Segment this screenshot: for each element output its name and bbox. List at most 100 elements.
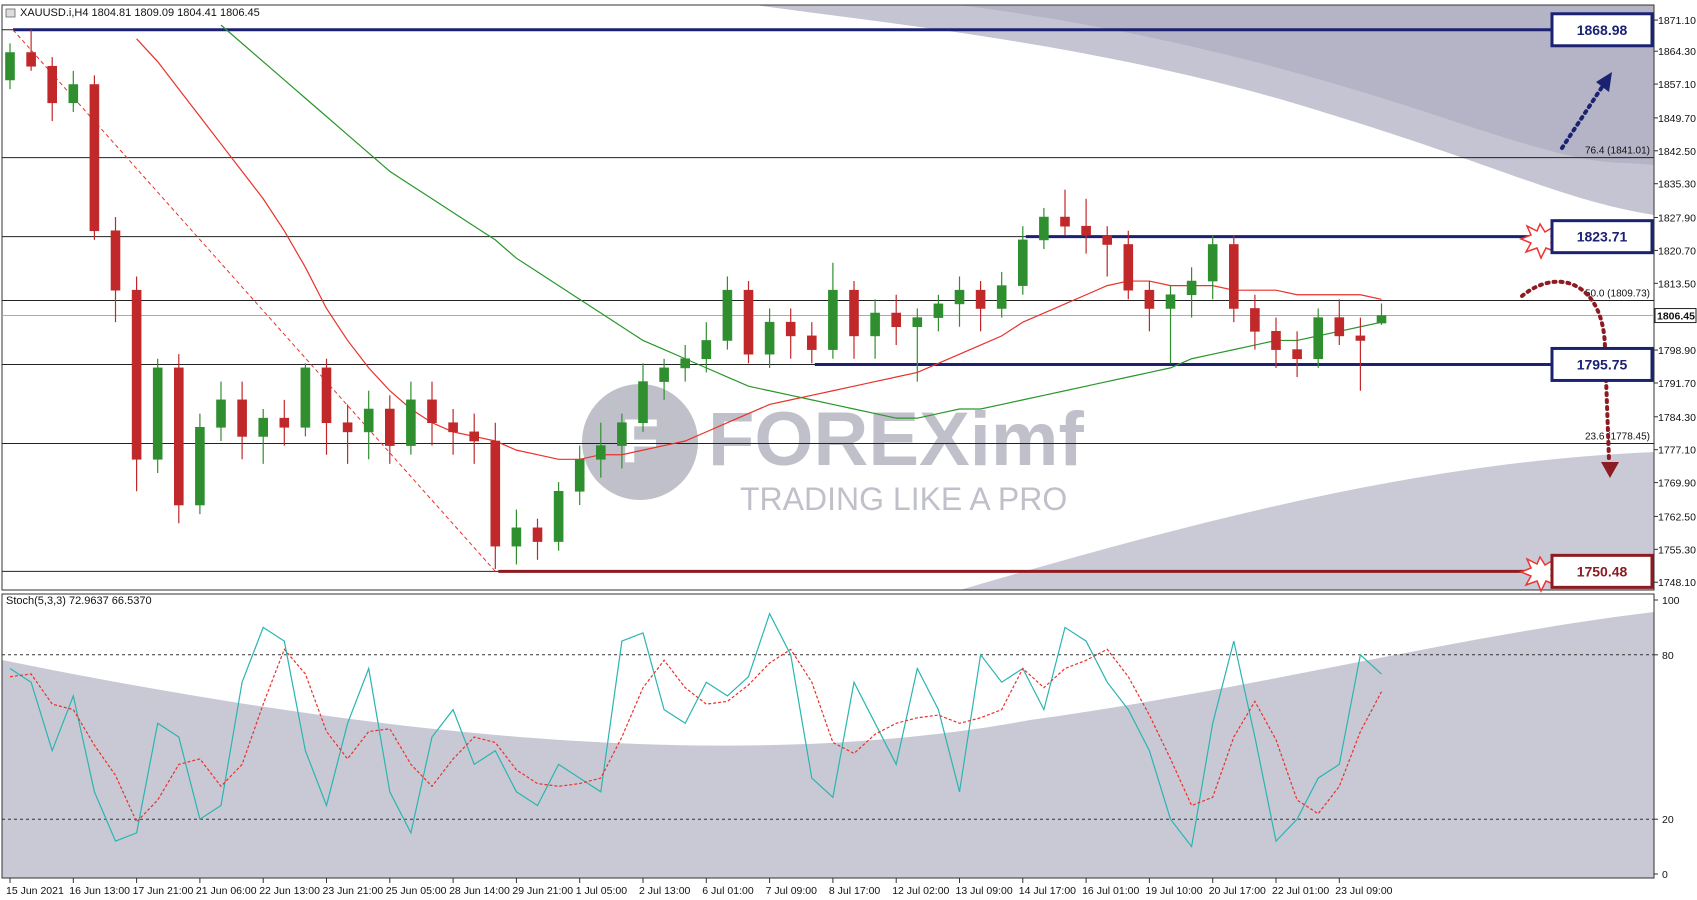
x-tick-label: 16 Jun 13:00 [69,885,130,897]
candle-body [617,422,627,446]
candle-body [152,367,163,460]
candle-body [47,65,58,104]
x-tick-label: 28 Jun 14:00 [449,885,510,897]
y-tick-label: 1798.90 [1658,345,1696,357]
x-tick-label: 1 Jul 05:00 [576,885,628,897]
candle-body [701,340,712,360]
candle-body [828,289,838,350]
candle-body [1186,280,1197,296]
candle-body [680,358,691,369]
x-tick-label: 23 Jul 09:00 [1335,885,1392,897]
x-tick-label: 29 Jun 21:00 [512,885,573,897]
level-label: 1750.48 [1577,563,1628,579]
candle-body [258,417,269,437]
y-tick-label: 0 [1662,869,1668,881]
candle-body [237,399,247,437]
candle-body [1229,244,1239,309]
x-tick-label: 20 Jul 17:00 [1209,885,1266,897]
candle-body [68,84,79,104]
candle-body [1144,289,1155,309]
candle-body [764,321,775,355]
x-tick-label: 16 Jul 01:00 [1082,885,1139,897]
candle-body [996,285,1007,309]
bg-swoosh [2,594,1654,746]
x-tick-label: 14 Jul 17:00 [1019,885,1076,897]
candle-body [448,422,458,433]
fib-label: 50.0 (1809.73) [1585,289,1650,300]
y-tick-label: 1791.70 [1658,378,1696,390]
x-tick-label: 15 Jun 2021 [6,885,64,897]
candle-body [321,367,332,424]
candle-body [300,367,311,428]
candle-body [469,431,480,442]
candle-body [954,289,965,305]
bg-swoosh [960,452,1654,590]
candle-body [659,367,669,382]
candle-body [1376,315,1387,324]
y-tick-label: 1842.50 [1658,146,1696,158]
candle-body [532,527,543,542]
candle-body [1081,225,1091,236]
x-tick-label: 7 Jul 09:00 [766,885,818,897]
y-tick-label: 1755.30 [1658,544,1696,556]
candle-body [174,367,184,506]
main-panel: 76.4 (1841.01) 50.0 (1809.73) 23.6 (1778.4… [2,24,1654,573]
down-arrow [1520,279,1611,462]
chart-title: XAUUSD.i,H4 1804.81 1809.09 1804.41 1806… [20,7,260,19]
candle-body [384,408,395,446]
stoch-panel [2,612,1654,849]
candle-body [1250,308,1260,332]
candle-body [933,303,944,318]
symbol-icon [5,8,16,18]
candle-body [1102,235,1112,245]
y-tick-label: 1827.90 [1658,213,1696,225]
x-tick-label: 25 Jun 05:00 [386,885,447,897]
x-tick-label: 17 Jun 21:00 [133,885,194,897]
x-tick-label: 21 Jun 06:00 [196,885,257,897]
candle-body [511,527,522,547]
x-tick-label: 12 Jul 02:00 [892,885,949,897]
candle-body [975,289,986,309]
y-tick-label: 1762.50 [1658,511,1696,523]
level-labels: 1868.98 1823.71 1795.75 1750.48 [1550,12,1654,589]
current-price-label: 1806.45 [1657,311,1695,323]
candle-body [1123,244,1134,291]
candle-body [342,422,353,433]
candle-body [806,335,817,350]
level-box [1550,219,1654,255]
y-tick-label: 1769.90 [1658,478,1696,490]
candle-body [406,399,416,446]
y-tick-label: 1849.70 [1658,113,1696,125]
watermark: F FOREXimf TRADING LIKE A PRO [582,384,1084,517]
y-tick-label: 1857.10 [1658,79,1696,91]
x-tick-label: 13 Jul 09:00 [956,885,1013,897]
candle-body [1207,244,1218,282]
candle-body [110,230,121,291]
y-tick-label: 1835.30 [1658,179,1696,191]
y-tick-label: 1813.50 [1658,278,1696,290]
candle-body [1292,349,1302,360]
stoch-panel-frame [1,593,1655,879]
stoch-line [9,648,1383,823]
x-tick-label: 2 Jul 13:00 [639,885,691,897]
fib-label: 76.4 (1841.01) [1585,146,1650,157]
current-price-box [1654,308,1697,324]
stoch-title: Stoch(5,3,3) 72.9637 66.5370 [6,595,152,607]
y-tick-label: 20 [1662,814,1674,826]
level-label: 1868.98 [1577,22,1628,38]
candle-body [870,312,880,337]
candle-body [785,321,796,337]
candle-body [722,289,733,341]
y-tick-label: 80 [1662,650,1674,662]
up-arrow-head [1596,72,1612,92]
candle-body [595,445,606,460]
moving-average [136,38,1382,460]
level-label: 1795.75 [1577,356,1628,372]
candle-body [89,84,100,232]
fib-label: 23.6 (1778.45) [1585,432,1650,443]
candle-body [1039,216,1049,241]
candle-body [553,490,564,542]
bg-swoosh [960,5,1654,165]
